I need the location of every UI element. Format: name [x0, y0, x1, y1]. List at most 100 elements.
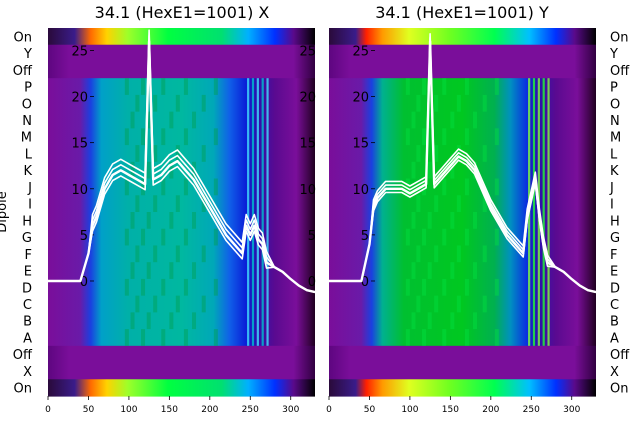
row-label: M: [610, 131, 621, 146]
heatmap-cell: [130, 111, 135, 129]
heatmap-cell: [175, 295, 180, 313]
heatmap-row-21: [48, 379, 315, 397]
heatmap-cell: [482, 145, 487, 162]
inner-y-tick-label: 0: [80, 275, 88, 290]
inner-y-tick-label: 10: [352, 183, 369, 198]
heatmap-cell: [213, 78, 218, 95]
series-line: [48, 40, 316, 294]
heatmap-cell: [183, 278, 188, 296]
row-label: I: [28, 198, 32, 213]
heatmap-cell: [473, 262, 478, 279]
heatmap-cell: [482, 94, 487, 112]
heatmap-cell: [405, 329, 410, 346]
row-label: A: [610, 331, 619, 346]
heatmap-cell: [494, 329, 499, 346]
heatmap-stripe: [247, 78, 250, 346]
heatmap-cell: [416, 245, 421, 263]
heatmap-cell: [192, 312, 197, 330]
heatmap-row-19: [329, 345, 596, 364]
heatmap-cell: [473, 111, 478, 129]
heatmap-row-2: [329, 61, 596, 79]
row-label: K: [23, 164, 32, 179]
heatmap-row-15: [329, 278, 596, 297]
row-label: A: [23, 331, 32, 346]
row-label: Off: [13, 348, 33, 363]
heatmap-row-4: [48, 94, 315, 113]
row-label: D: [22, 281, 32, 296]
row-label: F: [610, 248, 617, 263]
row-label: E: [24, 265, 32, 280]
heatmap-cell: [124, 278, 129, 296]
heatmap-cell: [146, 262, 151, 279]
row-label: L: [25, 147, 33, 162]
heatmap-cell: [456, 295, 461, 313]
heatmap-row-10: [329, 195, 596, 213]
inner-y-tick-label: 15: [352, 137, 369, 152]
inner-y-tick-label: 25: [299, 44, 316, 59]
heatmap-row-8: [329, 161, 596, 180]
heatmap-cell: [464, 278, 469, 296]
heatmap-row-10: [48, 195, 315, 213]
series-line: [48, 34, 316, 293]
heatmap-cell: [434, 295, 439, 313]
heatmap-cell: [161, 178, 166, 196]
heatmap-row-12: [48, 228, 315, 247]
heatmap-cell: [153, 94, 158, 112]
row-label: J: [609, 181, 614, 196]
row-label: M: [21, 131, 32, 146]
heatmap-cell: [464, 329, 469, 346]
inner-y-tick-label: 20: [352, 91, 369, 106]
heatmap-row-3: [48, 78, 315, 96]
heatmap-cell: [416, 195, 421, 212]
heatmap-cell: [456, 245, 461, 263]
heatmap-cell: [442, 78, 447, 95]
heatmap-cell: [135, 195, 140, 212]
heatmap-row-21: [329, 379, 596, 397]
heatmap-cell: [422, 278, 427, 296]
x-tick-label: 50: [83, 405, 95, 415]
heatmap-cell: [201, 145, 206, 162]
heatmap-stripe: [532, 78, 536, 346]
heatmap-cell: [183, 228, 188, 246]
heatmap-row-17: [48, 312, 315, 330]
heatmap-cell: [161, 278, 166, 296]
heatmap-cell: [411, 212, 416, 229]
x-tick-label: 150: [442, 405, 459, 415]
heatmap-cell: [141, 329, 146, 346]
heatmap-cell: [183, 128, 188, 146]
heatmap-cell: [124, 178, 129, 196]
heatmap-row-5: [329, 111, 596, 129]
row-label: P: [24, 81, 32, 96]
heatmap-cell: [135, 245, 140, 263]
heatmap-cell: [146, 161, 151, 179]
row-label: Off: [610, 348, 630, 363]
row-label: L: [610, 147, 618, 162]
inner-y-tick-label: 10: [299, 183, 316, 198]
row-label: N: [610, 114, 620, 129]
row-label: E: [610, 265, 618, 280]
inner-y-tick-label: 5: [80, 229, 88, 244]
chart-title-x: 34.1 (HexE1=1001) X: [95, 3, 270, 22]
x-tick-label: 50: [364, 405, 376, 415]
row-label: N: [22, 114, 32, 129]
heatmap-stripe: [256, 78, 259, 346]
heatmap-cell: [442, 128, 447, 146]
inner-y-tick-label: 5: [308, 229, 316, 244]
row-label: Y: [609, 47, 618, 62]
x-tick-label: 200: [482, 405, 499, 415]
inner-y-tick-label: 0: [361, 275, 369, 290]
heatmap-cell: [124, 228, 129, 246]
heatmap-cell: [213, 228, 218, 246]
series-line: [48, 29, 316, 293]
heatmap-cell: [494, 278, 499, 296]
heatmap-row-18: [329, 329, 596, 347]
heatmap-row-16: [48, 295, 315, 313]
heatmap-cell: [427, 312, 432, 330]
row-label: O: [610, 97, 620, 112]
heatmap-row-0: [48, 28, 315, 46]
inner-y-tick-label: 0: [308, 275, 316, 290]
heatmap-cell: [494, 128, 499, 146]
series-line: [329, 44, 597, 293]
heatmap-cell: [464, 228, 469, 246]
